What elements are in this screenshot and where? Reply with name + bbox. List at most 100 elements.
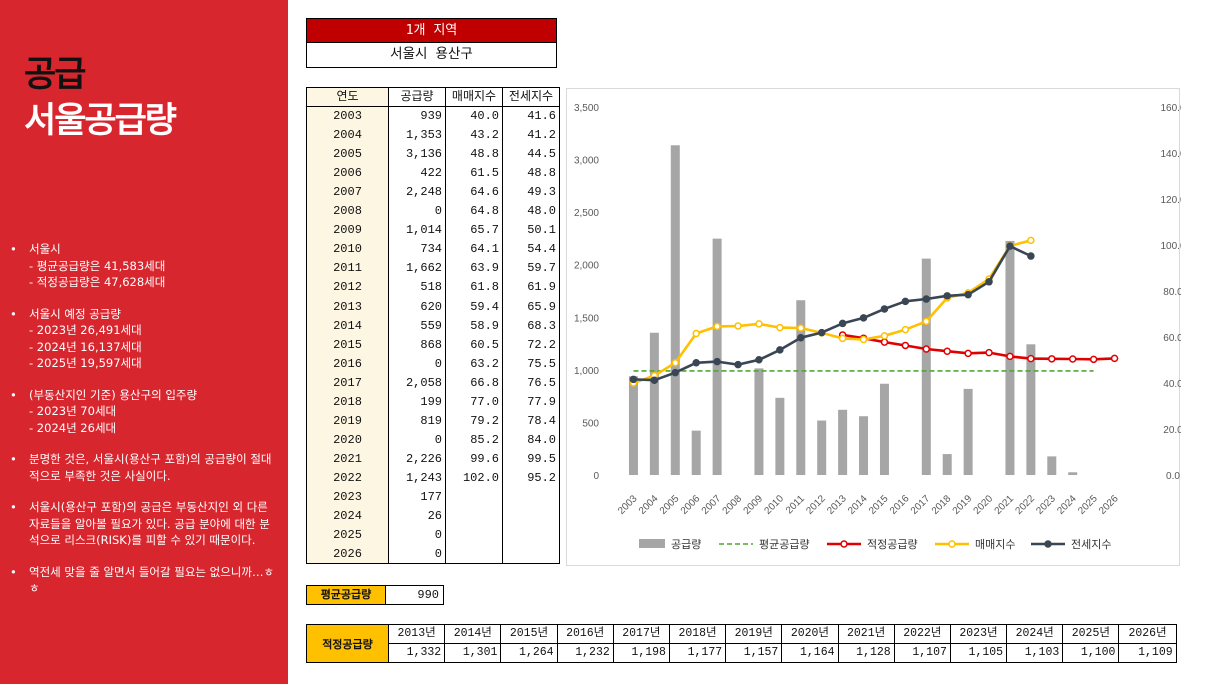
point-매매지수 — [671, 359, 680, 367]
table-row: 2021 2,226 99.6 99.5 — [306, 449, 560, 469]
legend-label: 공급량 — [671, 538, 701, 551]
cell-year: 2016 — [306, 354, 389, 374]
cell-jeonse-index: 41.2 — [502, 125, 560, 145]
cell-year: 2026 — [306, 544, 389, 565]
proper-supply-year: 2014년 — [453, 627, 492, 640]
cell-jeonse-index — [502, 544, 560, 565]
table-row: 2004 1,353 43.2 41.2 — [306, 125, 560, 145]
bar-supply — [859, 416, 869, 475]
cell-year: 2012 — [306, 277, 389, 298]
cell-year: 2005 — [306, 144, 389, 164]
cell-sale-index — [445, 487, 503, 507]
cell-jeonse-index: 61.9 — [502, 277, 560, 298]
table-row: 2016 0 63.2 75.5 — [306, 354, 560, 374]
cell-year: 2021 — [306, 449, 389, 469]
bar-supply — [817, 420, 827, 475]
y-right-tick-label: 100.0 — [1160, 241, 1181, 252]
bullet-item: 서울시(용산구 포함)의 공급은 부동산지인 외 다른 자료들을 알아볼 필요가… — [10, 499, 280, 549]
cell-sale-index: 63.2 — [445, 354, 503, 374]
cell-sale-index: 64.1 — [445, 239, 503, 259]
table-row: 2015 868 60.5 72.2 — [306, 335, 560, 355]
bar-supply — [649, 332, 659, 475]
point-전세지수 — [985, 278, 993, 286]
point-적정공급량 — [985, 348, 993, 357]
point-매매지수 — [755, 320, 763, 328]
proper-supply-year: 2013년 — [397, 627, 436, 640]
bullet-subtext: - 2023년 70세대 — [29, 404, 117, 418]
cell-year: 2009 — [306, 220, 389, 240]
cell-sale-index: 66.8 — [445, 373, 503, 393]
y-right-tick-label: 160.0 — [1160, 103, 1181, 114]
point-전세지수 — [1006, 242, 1014, 250]
point-적정공급량 — [901, 341, 910, 350]
section-title: 공급 — [24, 55, 86, 95]
point-전세지수 — [755, 356, 763, 364]
cell-supply: 177 — [388, 487, 446, 507]
point-전세지수 — [964, 290, 972, 299]
bar-supply — [921, 258, 931, 475]
cell-jeonse-index: 95.2 — [502, 468, 560, 488]
bar-supply — [942, 454, 952, 475]
bullet-text: (부동산지인 기준) 용산구의 입주량 — [29, 387, 198, 402]
cell-jeonse-index: 99.5 — [502, 449, 560, 469]
cell-supply: 559 — [388, 316, 446, 336]
x-tick-label: 2013 — [825, 493, 849, 517]
cell-year: 2011 — [306, 258, 389, 278]
bar-supply — [775, 397, 785, 475]
y-left-tick-label: 2,500 — [574, 208, 599, 219]
legend-label: 평균공급량 — [759, 538, 810, 551]
proper-supply-year: 2023년 — [959, 627, 998, 640]
point-매매지수 — [1027, 236, 1035, 245]
cell-jeonse-index: 59.7 — [502, 258, 560, 278]
bar-supply — [879, 383, 889, 475]
cell-supply: 0 — [388, 525, 446, 545]
x-tick-label: 2007 — [700, 493, 724, 517]
avg-supply-box: 평균공급량 990 — [306, 585, 444, 605]
table-row: 2013 620 59.4 65.9 — [306, 297, 560, 317]
supply-index-table: 연도 공급량 매매지수 전세지수 2003 939 40.0 41.6 2004 1,35… — [306, 86, 560, 565]
legend-swatch — [639, 539, 665, 548]
cell-supply: 0 — [388, 430, 446, 450]
cell-year: 2024 — [306, 506, 389, 526]
y-right-tick-label: 80.0 — [1163, 287, 1181, 298]
point-전세지수 — [880, 305, 889, 313]
col-header-sale-index: 매매지수 — [445, 86, 503, 108]
proper-supply-col: 2024년 1,103 — [1007, 625, 1064, 662]
table-row: 2017 2,058 66.8 76.5 — [306, 373, 560, 393]
point-매매지수 — [713, 322, 721, 331]
cell-sale-index — [445, 525, 503, 545]
x-tick-label: 2018 — [930, 493, 954, 517]
proper-supply-table: 적정공급량 2013년 1,332 2014년 1,301 2015년 1,264 2016… — [306, 624, 1177, 663]
cell-sale-index: 63.9 — [445, 258, 503, 278]
point-전세지수 — [859, 314, 868, 322]
proper-supply-col: 2025년 1,100 — [1063, 625, 1120, 662]
cell-sale-index: 40.0 — [445, 106, 503, 126]
cell-sale-index — [445, 544, 503, 565]
proper-supply-value: 1,264 — [501, 643, 557, 661]
bullet-item: (부동산지인 기준) 용산구의 입주량 - 2023년 70세대 - 2024년 2… — [10, 387, 280, 437]
point-전세지수 — [671, 368, 680, 377]
cell-jeonse-index: 84.0 — [502, 430, 560, 450]
table-row: 2026 0 — [306, 544, 560, 565]
table-row: 2025 0 — [306, 525, 560, 545]
table-row: 2018 199 77.0 77.9 — [306, 392, 560, 412]
proper-supply-value: 1,107 — [894, 643, 950, 661]
legend-label: 전세지수 — [1071, 538, 1111, 551]
bar-supply — [670, 145, 680, 475]
bar-supply — [712, 238, 722, 475]
cell-supply: 1,662 — [388, 258, 446, 278]
table-row: 2008 0 64.8 48.0 — [306, 201, 560, 221]
proper-supply-col: 2015년 1,264 — [501, 625, 558, 662]
bullet-text: 역전세 맞을 줄 알면서 들어갈 필요는 없으니까…ㅎㅎ — [29, 564, 275, 596]
legend-marker — [840, 540, 848, 548]
proper-supply-value: 1,301 — [445, 643, 501, 661]
point-전세지수 — [713, 357, 721, 366]
table-row: 2022 1,243 102.0 95.2 — [306, 468, 560, 488]
cell-sale-index: 60.5 — [445, 335, 503, 355]
y-right-tick-label: 20.0 — [1163, 425, 1181, 436]
table-row: 2024 26 — [306, 506, 560, 526]
point-적정공급량 — [1006, 352, 1014, 361]
point-전세지수 — [797, 333, 805, 342]
cell-supply: 1,243 — [388, 468, 446, 488]
point-적정공급량 — [964, 349, 972, 358]
